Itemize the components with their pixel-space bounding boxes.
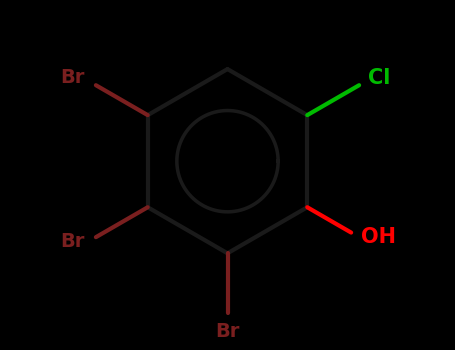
Text: OH: OH: [361, 227, 396, 247]
Text: Cl: Cl: [368, 68, 390, 88]
Text: Br: Br: [215, 322, 240, 341]
Text: Br: Br: [61, 68, 85, 88]
Text: Br: Br: [61, 232, 85, 251]
